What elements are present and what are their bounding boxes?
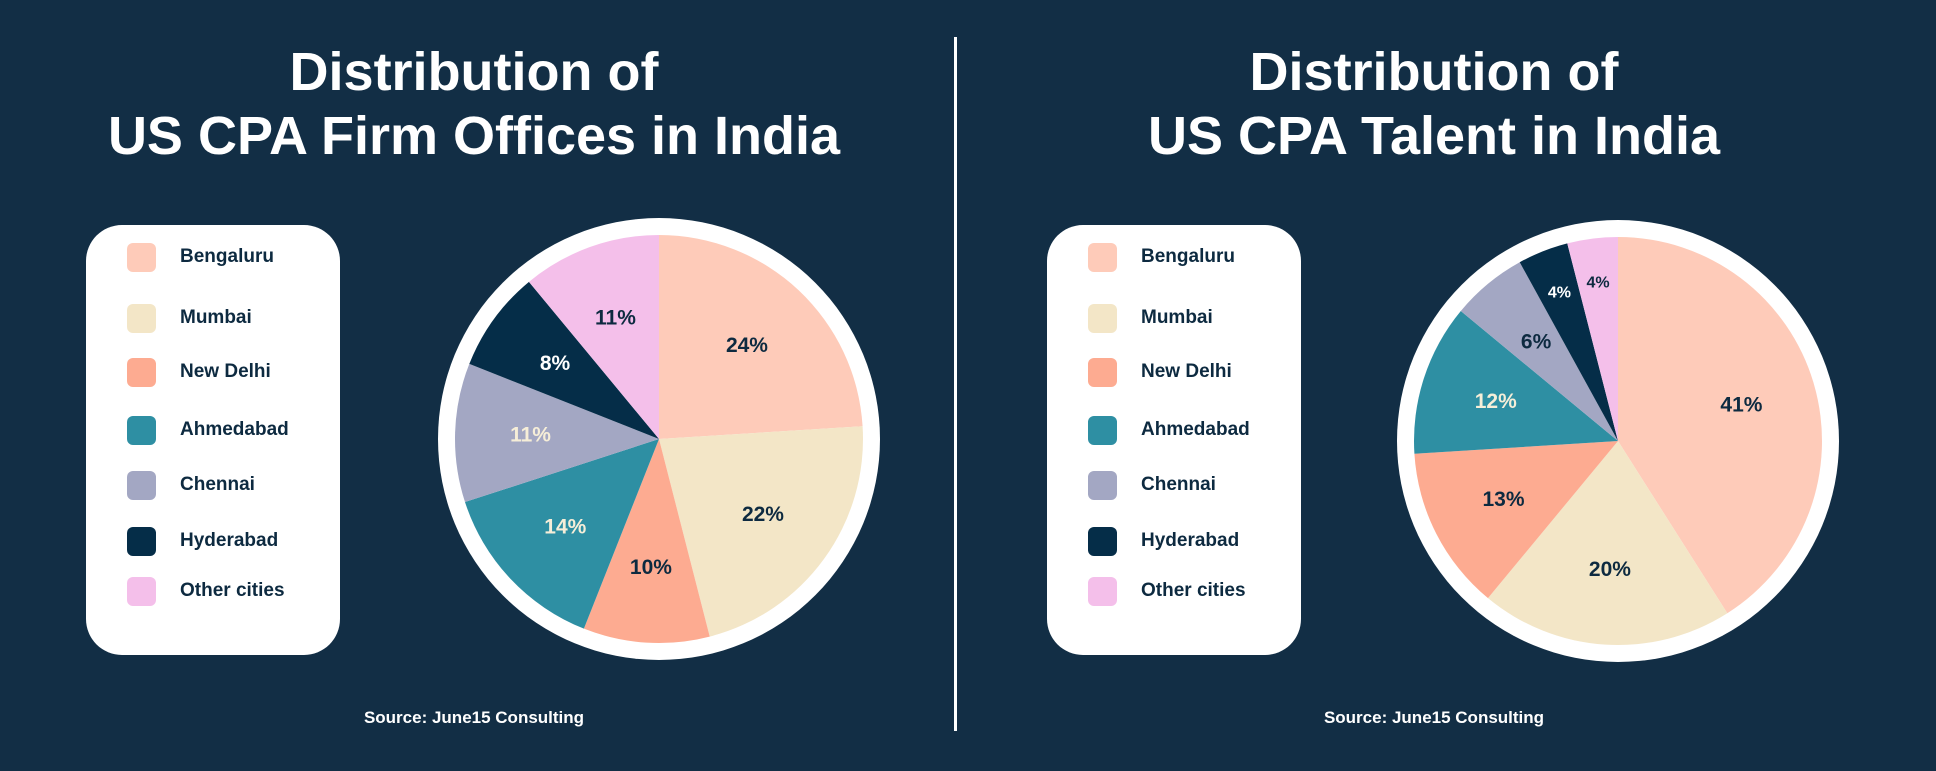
legend-label: Mumbai bbox=[180, 307, 252, 328]
legend-label: Chennai bbox=[180, 474, 255, 495]
legend-label: New Delhi bbox=[1141, 361, 1232, 382]
pie-data-label: 22% bbox=[742, 503, 784, 526]
legend-item: Chennai bbox=[127, 470, 255, 500]
pie-slice-bengaluru bbox=[659, 235, 863, 439]
pie-slice-other-cities bbox=[528, 235, 659, 439]
legend-label: Ahmedabad bbox=[180, 419, 289, 440]
legend-swatch bbox=[127, 576, 156, 606]
title-line-1: Distribution of bbox=[1249, 42, 1619, 102]
legend-swatch bbox=[1088, 357, 1117, 387]
pie-slice-new-delhi bbox=[583, 439, 710, 643]
pie-slice-chennai bbox=[1460, 262, 1618, 441]
legend-label: Other cities bbox=[180, 580, 285, 601]
legend-item: Bengaluru bbox=[1088, 242, 1235, 272]
legend-item: Hyderabad bbox=[127, 526, 278, 556]
pie-slice-other-cities bbox=[1567, 237, 1618, 441]
pie-data-label: 20% bbox=[1589, 558, 1631, 581]
divider bbox=[954, 37, 957, 731]
pie-data-label: 8% bbox=[540, 352, 571, 375]
legend-label: Ahmedabad bbox=[1141, 419, 1250, 440]
legend-label: Bengaluru bbox=[180, 246, 274, 267]
legend-talent: Bengaluru Mumbai New Delhi Ahmedabad Chennai… bbox=[1047, 225, 1301, 655]
legend-swatch bbox=[127, 303, 156, 333]
pie-data-label: 10% bbox=[630, 556, 672, 579]
legend-item: Other cities bbox=[127, 576, 285, 606]
legend-item: Bengaluru bbox=[127, 242, 274, 272]
legend-item: New Delhi bbox=[127, 357, 271, 387]
legend-swatch bbox=[127, 526, 156, 556]
legend-item: Mumbai bbox=[1088, 303, 1213, 333]
pie-slice-ahmedabad bbox=[1414, 310, 1618, 454]
chart-title-offices: Distribution of US CPA Firm Offices in I… bbox=[24, 40, 924, 168]
pie-data-label: 41% bbox=[1720, 394, 1762, 417]
pie-data-label: 12% bbox=[1475, 390, 1517, 413]
title-line-2: US CPA Firm Offices in India bbox=[107, 106, 841, 166]
source-offices: Source: June15 Consulting bbox=[363, 708, 585, 727]
legend-label: Hyderabad bbox=[180, 530, 279, 551]
legend-swatch bbox=[127, 415, 156, 445]
legend-swatch bbox=[127, 242, 156, 272]
title-line-2: US CPA Talent in India bbox=[1147, 106, 1721, 166]
pie-slice-hyderabad bbox=[1519, 243, 1618, 441]
legend-label: Mumbai bbox=[1141, 307, 1213, 328]
chart-title-talent: Distribution of US CPA Talent in India bbox=[984, 40, 1884, 168]
pie-data-label: 13% bbox=[1482, 488, 1524, 511]
legend-label: New Delhi bbox=[180, 361, 271, 382]
legend-item: Ahmedabad bbox=[1088, 415, 1250, 445]
pie-slice-bengaluru bbox=[1618, 237, 1823, 614]
pie-slice-mumbai bbox=[659, 426, 863, 637]
legend-item: Other cities bbox=[1088, 576, 1246, 606]
legend-offices: Bengaluru Mumbai New Delhi Ahmedabad Chennai… bbox=[86, 225, 340, 655]
pie-slice-ahmedabad bbox=[464, 439, 659, 629]
pie-slice-new-delhi bbox=[1414, 441, 1618, 599]
legend-label: Chennai bbox=[1141, 474, 1216, 495]
pie-slice-mumbai bbox=[1487, 441, 1728, 646]
legend-swatch bbox=[1088, 242, 1117, 272]
legend-swatch bbox=[1088, 303, 1117, 333]
pie-data-label: 4% bbox=[1586, 275, 1609, 292]
legend-swatch bbox=[127, 470, 156, 500]
title-line-1: Distribution of bbox=[289, 42, 659, 102]
pie-data-label: 6% bbox=[1521, 330, 1552, 353]
legend-item: Ahmedabad bbox=[127, 415, 289, 445]
legend-item: Chennai bbox=[1088, 470, 1216, 500]
legend-swatch bbox=[127, 357, 156, 387]
pie-data-label: 11% bbox=[510, 423, 551, 446]
legend-item: Hyderabad bbox=[1088, 526, 1239, 556]
pie-slice-hyderabad bbox=[469, 281, 659, 439]
legend-swatch bbox=[1088, 576, 1117, 606]
legend-label: Other cities bbox=[1141, 580, 1246, 601]
pie-data-label: 4% bbox=[1548, 285, 1571, 302]
pie-data-label: 14% bbox=[544, 515, 586, 538]
pie-slice-chennai bbox=[454, 363, 659, 503]
legend-label: Hyderabad bbox=[1141, 530, 1240, 551]
legend-item: Mumbai bbox=[127, 303, 252, 333]
legend-item: New Delhi bbox=[1088, 357, 1232, 387]
source-talent: Source: June15 Consulting bbox=[1323, 708, 1545, 727]
legend-swatch bbox=[1088, 526, 1117, 556]
legend-label: Bengaluru bbox=[1141, 246, 1235, 267]
legend-swatch bbox=[1088, 415, 1117, 445]
legend-swatch bbox=[1088, 470, 1117, 500]
pie-data-label: 24% bbox=[726, 334, 768, 357]
pie-data-label: 11% bbox=[595, 307, 636, 330]
